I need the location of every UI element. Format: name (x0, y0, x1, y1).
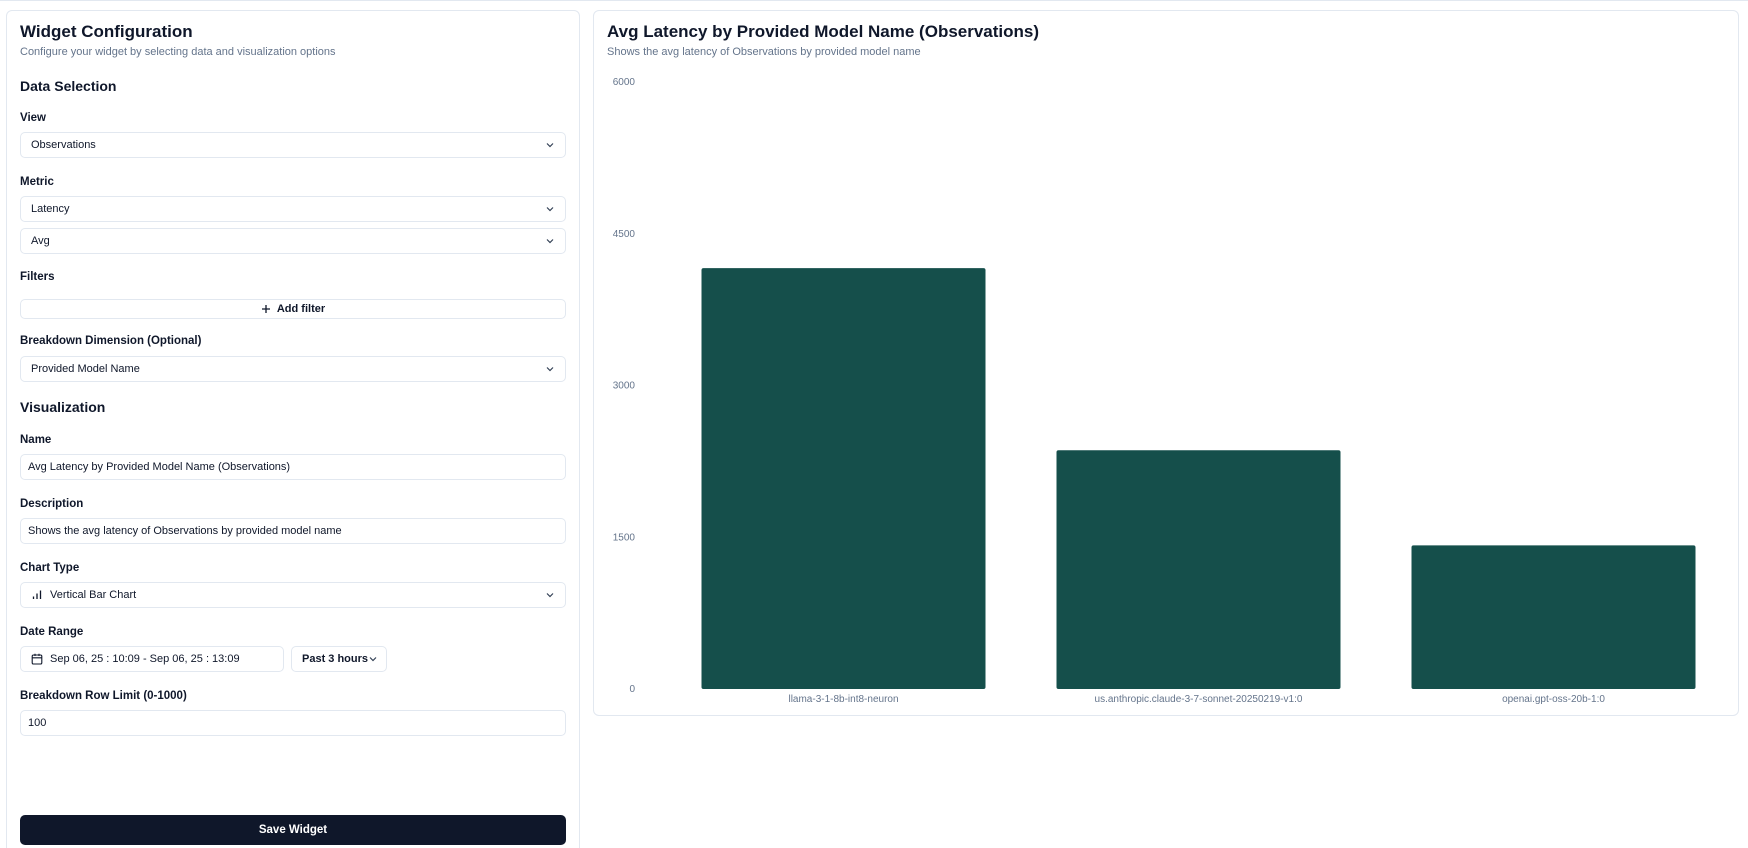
y-tick-label: 3000 (613, 381, 636, 392)
row-limit-label: Breakdown Row Limit (0-1000) (20, 690, 187, 702)
row-limit-input-value: 100 (28, 717, 47, 729)
view-select[interactable]: Observations (20, 132, 566, 158)
chart-bar[interactable] (1411, 545, 1696, 689)
date-preset-select[interactable]: Past 3 hours (291, 646, 387, 672)
visualization-heading: Visualization (20, 399, 106, 415)
chart-bar[interactable] (1056, 450, 1341, 689)
aggregation-select-value: Avg (31, 235, 50, 247)
bar-chart: 0 1500 3000 4500 6000 llama-3-1-8b-int8-neuro… (613, 77, 1696, 705)
chevron-down-icon (369, 657, 377, 662)
data-selection-heading: Data Selection (20, 78, 117, 94)
date-range-label: Date Range (20, 626, 84, 638)
chart-type-select-value: Vertical Bar Chart (50, 589, 137, 601)
save-widget-button[interactable]: Save Widget (20, 815, 566, 845)
name-input-value: Avg Latency by Provided Model Name (Obse… (28, 461, 291, 473)
breakdown-select-value: Provided Model Name (31, 363, 140, 375)
chevron-down-icon (546, 207, 554, 212)
chevron-down-icon (546, 239, 554, 244)
y-tick-label: 4500 (613, 229, 636, 240)
metric-select[interactable]: Latency (20, 196, 566, 222)
breakdown-label: Breakdown Dimension (Optional) (20, 335, 202, 347)
config-subtitle: Configure your widget by selecting data … (20, 46, 336, 58)
name-input[interactable]: Avg Latency by Provided Model Name (Obse… (20, 454, 566, 480)
x-tick-label: llama-3-1-8b-int8-neuron (788, 694, 898, 705)
calendar-icon (31, 653, 43, 665)
description-input-value: Shows the avg latency of Observations by… (28, 525, 342, 537)
view-label: View (20, 112, 46, 124)
chart-title: Avg Latency by Provided Model Name (Obse… (607, 22, 1040, 41)
add-filter-button[interactable]: Add filter (20, 299, 566, 319)
chevron-down-icon (546, 143, 554, 148)
bar-chart-icon (32, 590, 42, 599)
aggregation-select[interactable]: Avg (20, 228, 566, 254)
add-filter-label: Add filter (276, 303, 326, 315)
chevron-down-icon (546, 367, 554, 372)
metric-label: Metric (20, 176, 54, 188)
row-limit-input[interactable]: 100 (20, 710, 566, 736)
description-label: Description (20, 498, 84, 510)
x-tick-label: us.anthropic.claude-3-7-sonnet-20250219-… (1095, 694, 1303, 705)
chart-subtitle: Shows the avg latency of Observations by… (607, 46, 921, 58)
chevron-down-icon (546, 593, 554, 598)
description-input[interactable]: Shows the avg latency of Observations by… (20, 518, 566, 544)
chart-preview-panel: Avg Latency by Provided Model Name (Obse… (593, 10, 1739, 716)
chart-bar[interactable] (701, 268, 986, 689)
name-label: Name (20, 434, 52, 446)
top-divider (0, 0, 1748, 1)
chart-type-label: Chart Type (20, 562, 80, 574)
save-widget-label: Save Widget (258, 824, 328, 836)
date-preset-value: Past 3 hours (302, 653, 369, 665)
chart-type-select[interactable]: Vertical Bar Chart (20, 582, 566, 608)
plus-icon (261, 305, 270, 313)
filters-label: Filters (20, 271, 55, 283)
config-title: Widget Configuration (20, 22, 193, 41)
x-tick-label: openai.gpt-oss-20b-1:0 (1502, 694, 1605, 705)
breakdown-select[interactable]: Provided Model Name (20, 356, 566, 382)
y-tick-label: 6000 (613, 77, 636, 88)
metric-select-value: Latency (31, 203, 70, 215)
y-tick-label: 0 (629, 684, 635, 695)
date-range-picker[interactable]: Sep 06, 25 : 10:09 - Sep 06, 25 : 13:09 (20, 646, 284, 672)
widget-configuration-panel: Widget Configuration Configure your widg… (6, 10, 580, 848)
date-range-value: Sep 06, 25 : 10:09 - Sep 06, 25 : 13:09 (50, 653, 240, 665)
y-tick-label: 1500 (613, 532, 636, 543)
view-select-value: Observations (31, 139, 96, 151)
